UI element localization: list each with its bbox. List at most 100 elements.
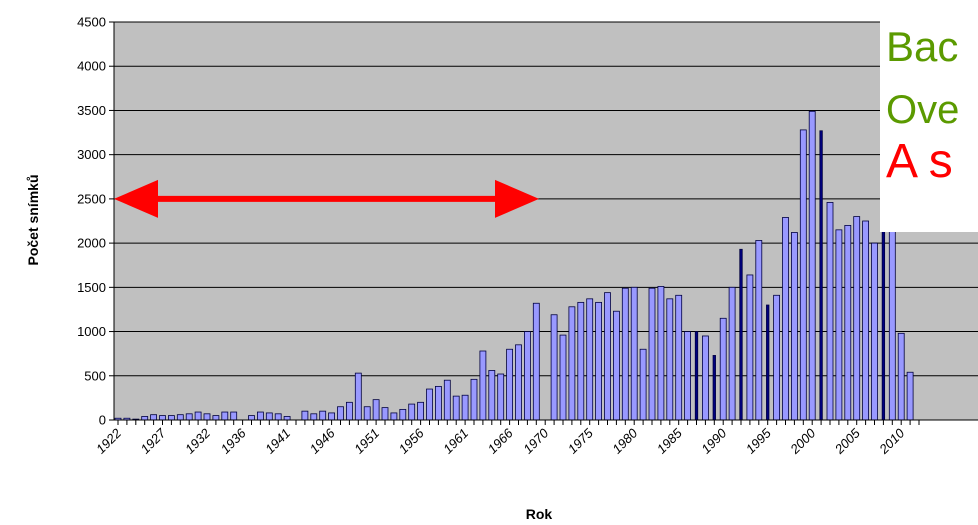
bar-2000 — [808, 110, 816, 421]
bar-1931 — [194, 411, 202, 421]
bar-1961 — [461, 394, 469, 421]
y-tick-label: 4500 — [77, 15, 106, 30]
x-tick-label: 1932 — [182, 425, 214, 457]
bar-1965 — [497, 373, 505, 421]
bar-1946 — [328, 412, 336, 421]
bar-1998 — [791, 232, 798, 421]
bar-1949 — [354, 372, 362, 421]
x-tick-label: 1985 — [654, 425, 686, 457]
bar-1988 — [702, 335, 709, 421]
x-tick-label: 1975 — [565, 425, 597, 457]
bar-1943 — [301, 410, 309, 421]
bar-1975 — [586, 298, 594, 421]
bar-1939 — [265, 412, 273, 421]
x-tick-label: 1922 — [93, 425, 125, 457]
x-tick-label: 2005 — [831, 425, 863, 457]
red-arrow-right-head — [495, 179, 539, 218]
x-tick-label: 1946 — [307, 425, 339, 457]
y-tick-label: 2500 — [77, 191, 106, 206]
bar-1984 — [666, 298, 674, 421]
x-axis-label: Rok — [526, 506, 553, 522]
bar-2001 — [819, 130, 823, 421]
x-tick-label: 1927 — [138, 425, 170, 457]
bar-1974 — [577, 301, 585, 421]
annotation-layer — [114, 179, 539, 218]
bar-1960 — [452, 395, 460, 421]
y-tick-label: 3000 — [77, 147, 106, 162]
x-tick-label: 1995 — [743, 425, 775, 457]
bar-2006 — [862, 220, 869, 421]
bar-1985 — [675, 294, 683, 421]
bar-1980 — [630, 286, 638, 421]
y-axis-label: Počet snímků — [25, 174, 41, 265]
bar-2003 — [835, 229, 843, 421]
bar-1971 — [550, 314, 558, 421]
bar-1991 — [728, 286, 736, 421]
bar-1929 — [176, 414, 184, 421]
x-tick-label: 1966 — [485, 425, 517, 457]
bar-1953 — [390, 412, 398, 421]
bar-1928 — [167, 415, 175, 421]
bar-1983 — [657, 286, 665, 421]
bar-1966 — [506, 348, 514, 421]
overlay-line-2: Ove — [886, 88, 960, 132]
plot-area — [113, 21, 978, 421]
bar-1938 — [256, 411, 264, 421]
bar-2008 — [881, 229, 886, 421]
bar-1996 — [773, 294, 780, 421]
bar-1950 — [363, 406, 371, 421]
bar-1969 — [532, 302, 540, 421]
bar-1932 — [203, 413, 211, 421]
gridlines — [114, 21, 978, 377]
bar-1979 — [621, 287, 629, 421]
bar-1990 — [719, 317, 727, 421]
overlay-line-3: A s — [886, 135, 953, 188]
bar-1956 — [417, 401, 425, 421]
bar-1982 — [648, 287, 656, 421]
bar-2011 — [906, 371, 914, 421]
bar-1972 — [559, 334, 567, 421]
bar-1951 — [372, 399, 380, 421]
bar-1934 — [221, 411, 229, 421]
bar-1930 — [185, 413, 193, 421]
x-tick-label: 1941 — [262, 426, 293, 457]
bar-2004 — [844, 225, 852, 421]
bar-1945 — [319, 410, 327, 421]
x-tick-label: 1980 — [609, 425, 641, 457]
bar-1957 — [426, 388, 433, 421]
bar-1967 — [515, 344, 522, 421]
bar-1952 — [381, 407, 389, 421]
bar-1935 — [230, 411, 238, 421]
bar-1994 — [755, 240, 763, 421]
x-tick-label: 1961 — [440, 426, 471, 457]
bar-1992 — [739, 248, 743, 421]
bar-1993 — [746, 274, 754, 421]
x-tick-label: 2010 — [876, 425, 908, 457]
bar-1987 — [694, 331, 699, 421]
x-tick-label: 1956 — [396, 425, 428, 457]
bar-1958 — [434, 385, 442, 421]
x-axis: 1922 1927 1932 1936 1941 1946 1951 1956 1961 1966… — [93, 419, 978, 457]
bar-1977 — [604, 292, 611, 421]
y-tick-label: 500 — [84, 368, 106, 383]
bar-1954 — [399, 408, 407, 421]
bar-1940 — [274, 413, 282, 421]
bar-1999 — [799, 129, 807, 421]
y-tick-label: 0 — [99, 413, 106, 428]
bar-1937 — [248, 415, 255, 421]
bar-1925 — [141, 416, 149, 421]
bar-1964 — [488, 370, 496, 421]
bar-1948 — [345, 401, 353, 421]
bar-1959 — [443, 379, 451, 421]
x-tick-label: 1951 — [351, 426, 382, 457]
cropped-text-panel: Bac Ove A s — [880, 14, 978, 232]
bar-1995 — [766, 304, 770, 421]
bar-1968 — [524, 331, 531, 421]
bar-1962 — [470, 378, 478, 421]
bar-1973 — [568, 306, 576, 421]
bar-1926 — [150, 414, 158, 421]
bar-1963 — [479, 350, 487, 421]
bar-1927 — [159, 415, 166, 421]
y-tick-label: 3500 — [77, 103, 106, 118]
